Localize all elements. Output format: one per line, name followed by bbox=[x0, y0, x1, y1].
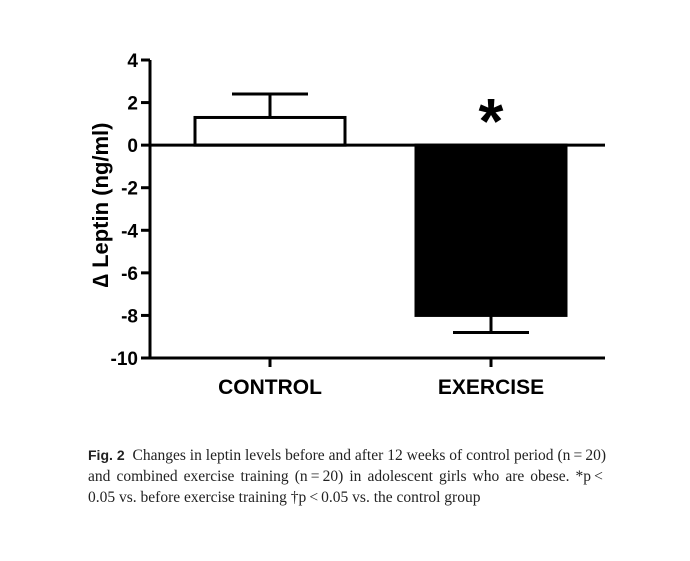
y-tick-label: 0 bbox=[127, 136, 138, 157]
y-tick-label: -4 bbox=[121, 221, 138, 242]
bar bbox=[414, 143, 568, 317]
figure-caption: Fig. 2 Changes in leptin levels before a… bbox=[88, 445, 606, 508]
y-tick-label: 4 bbox=[127, 51, 138, 72]
caption-text: Changes in leptin levels before and afte… bbox=[88, 447, 607, 506]
y-axis-label: ∆ Leptin (ng/ml) bbox=[88, 123, 113, 288]
y-tick-label: -2 bbox=[121, 179, 138, 200]
y-tick-label: -8 bbox=[121, 306, 138, 327]
y-tick-label: 2 bbox=[127, 94, 138, 115]
chart-marks: 4 2 0 -2 -4 -6 -8 -10 CONTROL EXERCISE * bbox=[111, 51, 605, 399]
figure-label: Fig. 2 bbox=[88, 447, 125, 463]
y-tick-label: -10 bbox=[111, 349, 138, 370]
x-tick-label: EXERCISE bbox=[438, 376, 544, 399]
bar bbox=[193, 115, 347, 147]
significance-marker: * bbox=[479, 85, 504, 157]
y-tick-label: -6 bbox=[121, 264, 138, 285]
x-tick-label: CONTROL bbox=[218, 376, 322, 399]
bar-chart: 4 2 0 -2 -4 -6 -8 -10 CONTROL EXERCISE * ∆ Leptin … bbox=[88, 51, 605, 399]
